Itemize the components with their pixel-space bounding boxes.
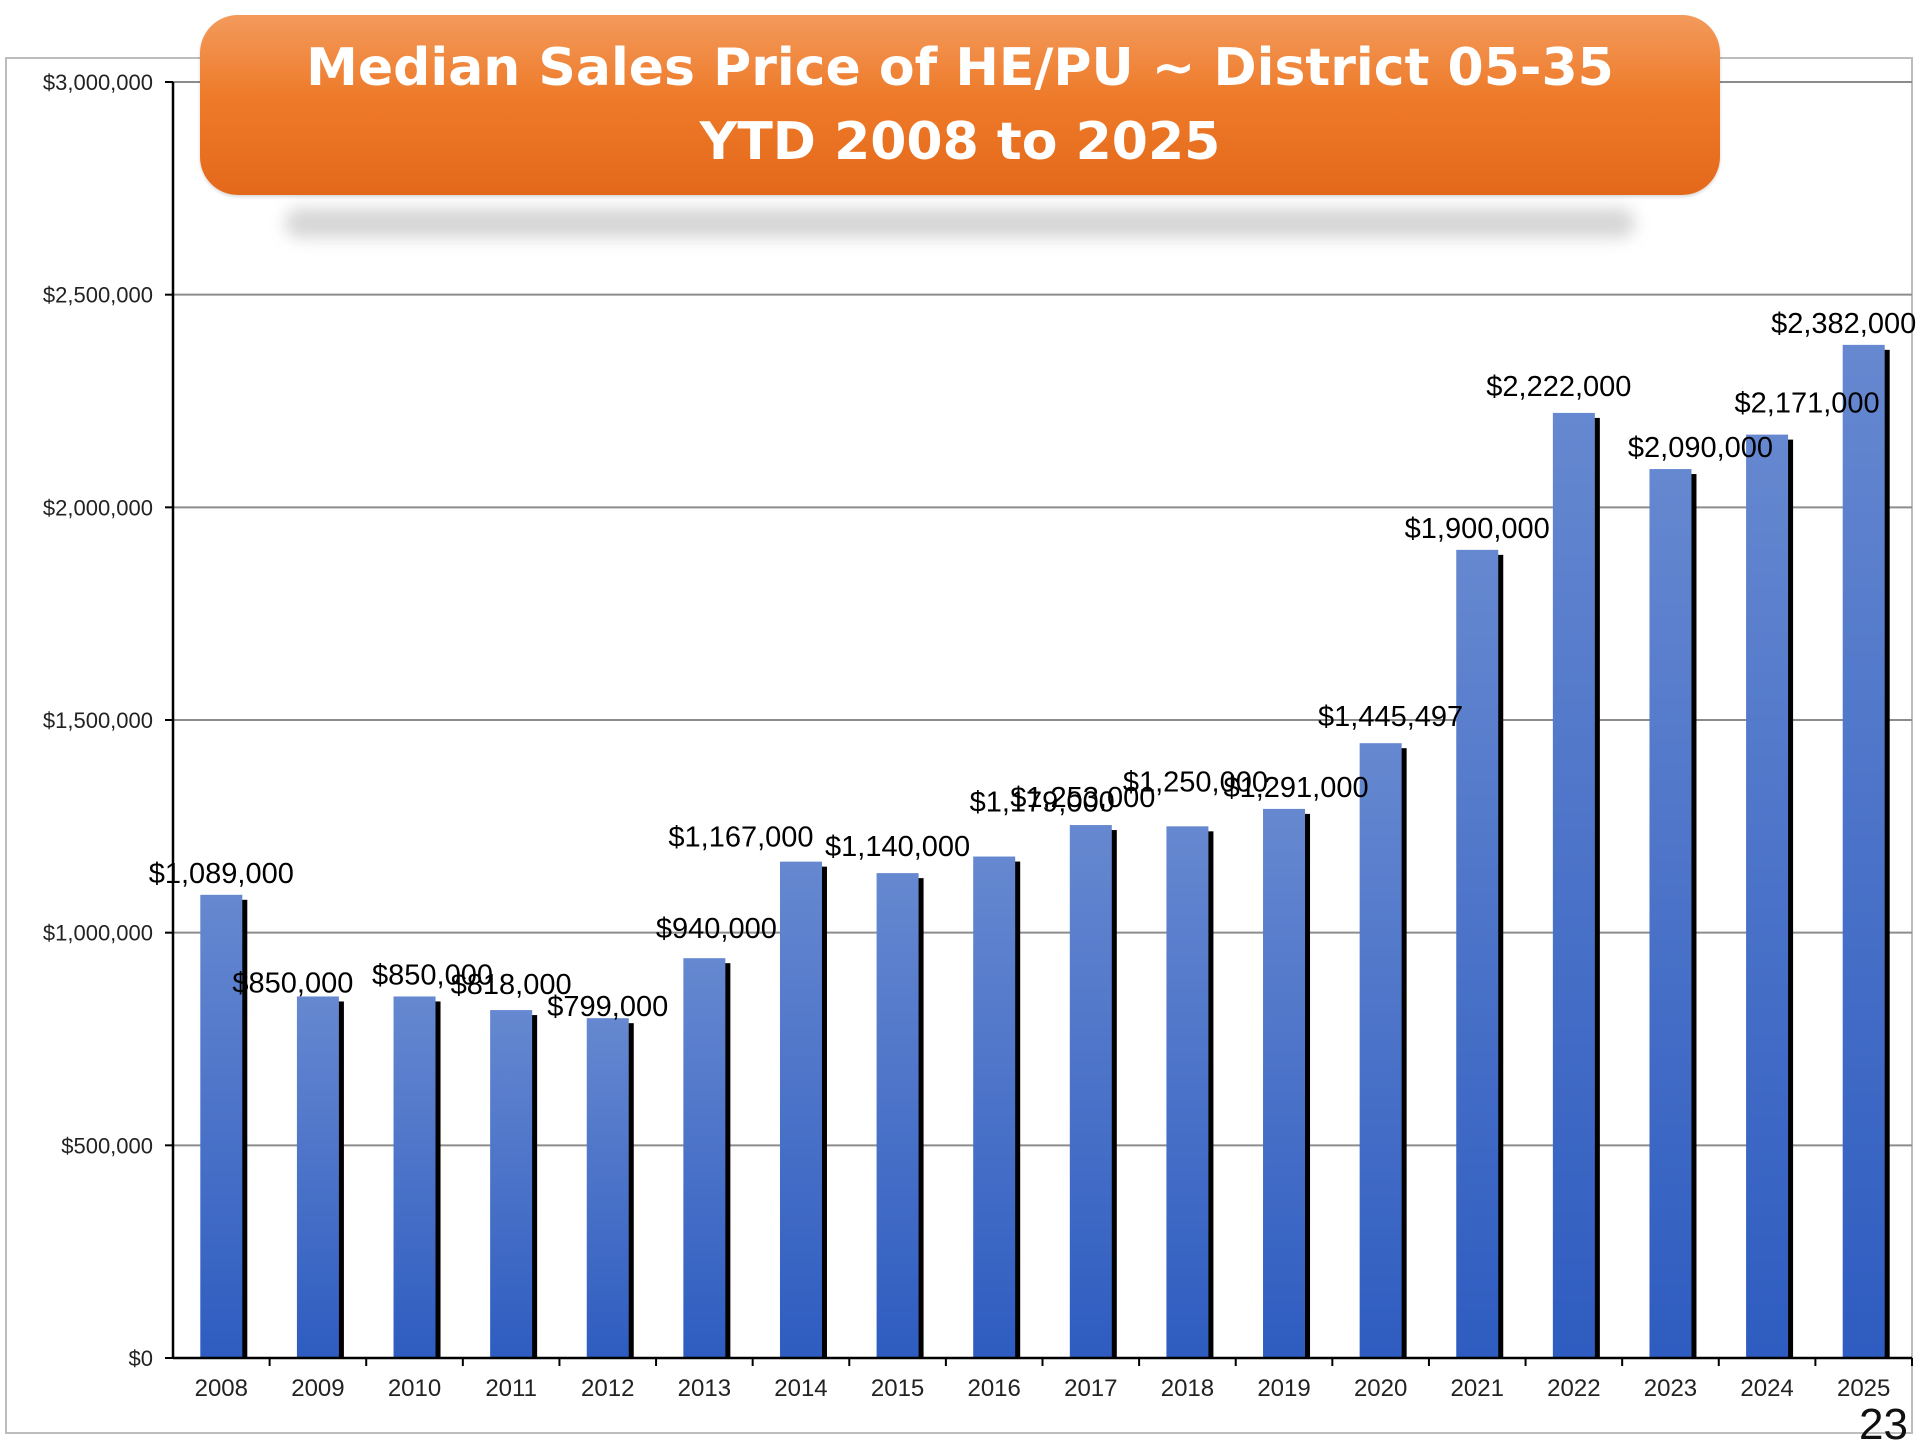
data-label: $2,382,000: [1771, 308, 1916, 340]
data-label: $940,000: [656, 913, 777, 945]
x-tick-label: 2022: [1547, 1375, 1600, 1402]
bar-2019: [1263, 808, 1306, 1358]
y-axis-ticks: $0 $500,000 $1,000,000 $1,500,000 $2,000,000…: [43, 70, 153, 1371]
x-tick-label: 2021: [1451, 1375, 1504, 1402]
axes: [165, 81, 1913, 1366]
bar-2025: [1842, 344, 1885, 1359]
data-label: $850,000: [232, 967, 353, 999]
x-tick-label: 2019: [1257, 1375, 1310, 1402]
y-tick-label: $3,000,000: [43, 70, 153, 95]
data-label: $1,179,000: [970, 787, 1115, 819]
data-label: $2,171,000: [1735, 388, 1880, 420]
data-label: $1,253,000: [1010, 782, 1155, 814]
bar-2021: [1456, 549, 1499, 1358]
data-label: $1,445,497: [1318, 701, 1463, 733]
x-tick-label: 2009: [291, 1375, 344, 1402]
bar-2014: [779, 861, 822, 1358]
data-label: $799,000: [547, 991, 668, 1023]
data-label: $818,000: [451, 969, 572, 1001]
x-tick-label: 2010: [388, 1375, 441, 1402]
page-number: 23: [1859, 1400, 1908, 1440]
x-tick-label: 2008: [195, 1375, 248, 1402]
bar-2012: [586, 1018, 629, 1358]
bar-2022: [1552, 412, 1595, 1359]
data-label: $2,222,000: [1486, 371, 1631, 403]
bar-2015: [876, 873, 919, 1358]
chart-subtitle: YTD 2008 to 2025: [699, 112, 1221, 172]
chart-title: Median Sales Price of HE/PU ~ District 0…: [306, 38, 1614, 98]
data-label: $1,089,000: [149, 858, 294, 890]
x-tick-label: 2025: [1837, 1375, 1890, 1402]
y-tick-label: $2,500,000: [43, 283, 153, 308]
data-labels: $1,089,000$850,000 $850,000$818,000$799,0…: [149, 308, 1917, 1023]
x-tick-label: 2012: [581, 1375, 634, 1402]
data-label: $1,140,000: [825, 831, 970, 863]
data-label: $1,291,000: [1223, 772, 1368, 804]
bar-2010: [393, 996, 436, 1358]
bar-2017: [1069, 825, 1112, 1358]
data-label: $1,900,000: [1405, 513, 1550, 545]
x-tick-label: 2017: [1064, 1375, 1117, 1402]
bar-2011: [490, 1010, 533, 1358]
bar-2013: [683, 958, 726, 1358]
bar-2024: [1746, 434, 1789, 1358]
data-label: $1,167,000: [668, 822, 813, 854]
data-label: $850,000: [372, 959, 493, 991]
chart-frame: [5, 57, 1913, 1434]
y-tick-label: $2,000,000: [43, 495, 153, 520]
x-tick-label: 2013: [678, 1375, 731, 1402]
x-tick-label: 2018: [1161, 1375, 1214, 1402]
y-tick-label: $1,000,000: [43, 921, 153, 946]
bar-2023: [1649, 469, 1692, 1358]
bars: [200, 344, 1890, 1359]
x-tick-label: 2015: [871, 1375, 924, 1402]
bar-2009: [296, 996, 339, 1358]
y-tick-label: $1,500,000: [43, 708, 153, 733]
bar-2008: [200, 894, 243, 1358]
x-axis-ticks: 2008 2009 2010 2011 2012 2013 2014 2015 2016 2017…: [195, 1375, 1891, 1402]
bar-2016: [973, 856, 1016, 1358]
x-tick-label: 2016: [967, 1375, 1020, 1402]
x-tick-label: 2020: [1354, 1375, 1407, 1402]
title-banner-shadow: [285, 208, 1635, 238]
data-label: $2,090,000: [1628, 432, 1773, 464]
y-tick-label: $500,000: [61, 1133, 153, 1158]
title-banner: Median Sales Price of HE/PU ~ District 0…: [200, 15, 1720, 195]
bar-2020: [1359, 743, 1402, 1358]
bar-2018: [1166, 826, 1209, 1358]
x-tick-label: 2023: [1644, 1375, 1697, 1402]
x-tick-label: 2014: [774, 1375, 827, 1402]
x-tick-label: 2011: [485, 1375, 537, 1402]
y-tick-label: $0: [129, 1346, 153, 1371]
x-tick-label: 2024: [1740, 1375, 1793, 1402]
data-label: $1,250,000: [1123, 766, 1268, 798]
